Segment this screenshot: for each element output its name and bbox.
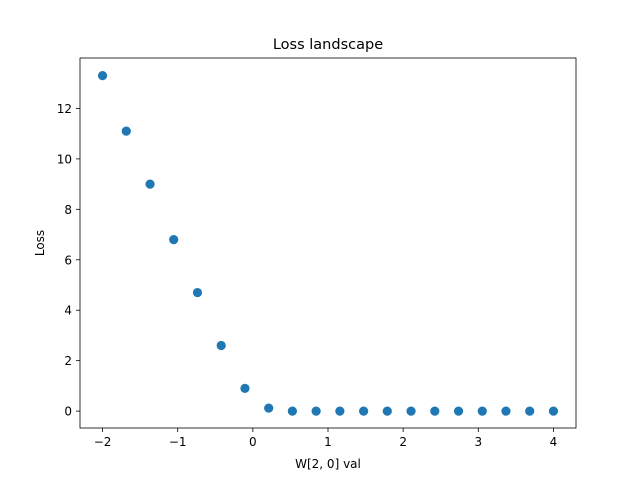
- data-point: [453, 406, 464, 416]
- data-point: [548, 406, 559, 416]
- data-point: [311, 406, 321, 416]
- chart-title: Loss landscape: [273, 37, 383, 53]
- data-point: [430, 406, 440, 416]
- x-axis-label: W[2, 0] val: [295, 457, 361, 471]
- data-point: [501, 406, 511, 416]
- x-tick-label: −2: [94, 435, 112, 449]
- y-tick-label: 12: [57, 102, 72, 116]
- x-axis-ticks: −2 −1 0 1 2 3 4: [94, 428, 558, 449]
- y-tick-label: 0: [64, 405, 72, 419]
- data-point: [287, 406, 297, 416]
- data-point: [216, 340, 226, 351]
- x-tick-label: −1: [169, 435, 187, 449]
- data-point: [477, 406, 487, 416]
- data-point: [264, 403, 274, 413]
- data-point: [97, 71, 108, 81]
- data-point: [406, 406, 416, 416]
- x-tick-label: 0: [249, 435, 257, 449]
- data-point: [382, 406, 392, 416]
- y-axis-label: Loss: [33, 230, 47, 256]
- y-axis-ticks: 0 2 4 6 8 10 12: [57, 102, 80, 419]
- data-point: [169, 235, 179, 245]
- data-point: [359, 406, 369, 416]
- data-point: [192, 287, 203, 298]
- x-tick-label: 3: [474, 435, 482, 449]
- x-tick-label: 4: [550, 435, 558, 449]
- y-tick-label: 2: [64, 354, 72, 368]
- data-point: [335, 406, 345, 416]
- plot-frame: [79, 57, 577, 429]
- x-tick-label: 2: [399, 435, 407, 449]
- data-point: [240, 383, 250, 393]
- data-points: [97, 71, 559, 416]
- data-point: [121, 126, 131, 136]
- y-tick-label: 10: [57, 152, 72, 166]
- y-tick-label: 6: [64, 253, 72, 267]
- x-tick-label: 1: [324, 435, 332, 449]
- y-tick-label: 8: [64, 203, 72, 217]
- y-tick-label: 4: [64, 304, 72, 318]
- data-point: [145, 179, 155, 189]
- data-point: [525, 406, 535, 416]
